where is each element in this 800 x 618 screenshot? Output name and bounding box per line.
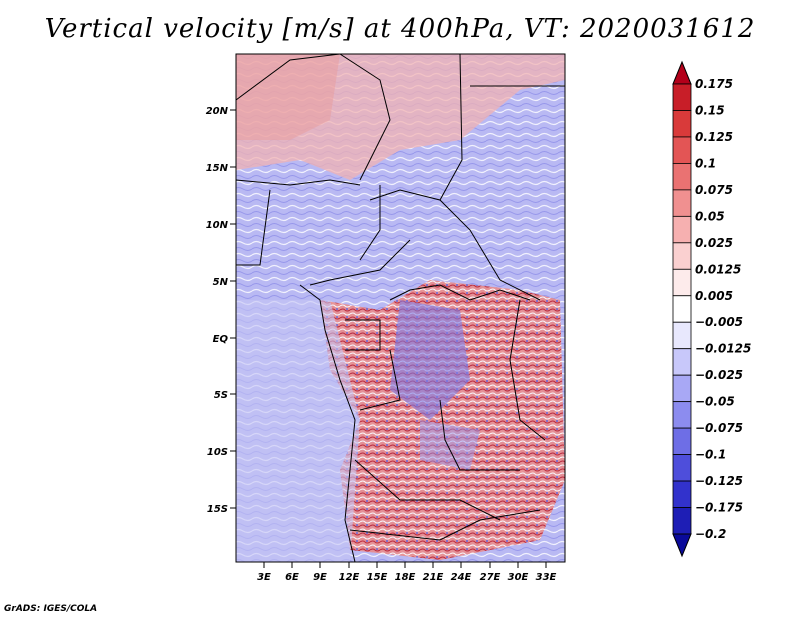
colorbar-label: 0.005 [695, 289, 733, 303]
colorbar-label: 0.025 [695, 236, 733, 250]
colorbar-label: 0.05 [695, 209, 725, 223]
lat-label-5s: 5S [214, 390, 228, 401]
lat-label-5n: 5N [213, 277, 229, 288]
latitude-axis: 20N 15N 10N 5N EQ 5S 10S 15S [206, 106, 236, 515]
colorbar-cell [672, 348, 692, 376]
colorbar-label: −0.05 [695, 395, 735, 409]
colorbar-label: −0.025 [695, 368, 743, 382]
colorbar-label: −0.005 [695, 315, 743, 329]
colorbar-cell [672, 321, 692, 350]
colorbar-cell [672, 136, 692, 164]
colorbar-cell [672, 427, 692, 455]
lon-label-3e: 3E [257, 572, 271, 583]
grads-credit: GrADS: IGES/COLA [4, 604, 98, 614]
colorbar-cell [672, 110, 692, 138]
lon-label-27e: 27E [480, 572, 501, 583]
lon-label-9e: 9E [313, 572, 327, 583]
colorbar-cell [672, 295, 692, 323]
colorbar-label: 0.175 [695, 77, 733, 91]
colorbar-cell [672, 215, 692, 244]
lat-label-eq: EQ [213, 334, 229, 345]
vertical-velocity-field [236, 54, 565, 562]
colorbar-cell [672, 507, 692, 535]
lon-label-21e: 21E [423, 572, 444, 583]
lon-label-18e: 18E [395, 572, 416, 583]
colorbar-label: 0.1 [695, 156, 716, 170]
colorbar-label: −0.0125 [695, 342, 751, 356]
map-frame [235, 53, 566, 563]
lon-label-24e: 24E [451, 572, 472, 583]
colorbar-cell [672, 189, 692, 217]
colorbar-top-arrow [672, 60, 692, 85]
lon-label-15e: 15E [367, 572, 388, 583]
colorbar-label: −0.1 [695, 448, 726, 462]
longitude-axis: 3E 6E 9E 12E 15E 18E 21E 24E 27E 30E 33E [257, 562, 557, 583]
colorbar: 0.175 0.15 0.125 0.1 0.075 0.05 0.025 0.0125 0.0… [672, 60, 751, 558]
lon-label-33e: 33E [536, 572, 557, 583]
lon-label-30e: 30E [508, 572, 529, 583]
colorbar-label: 0.15 [695, 103, 725, 117]
colorbar-label: 0.075 [695, 183, 733, 197]
lat-label-15s: 15S [207, 504, 228, 515]
colorbar-label: −0.2 [695, 527, 726, 541]
colorbar-cell [672, 268, 692, 297]
colorbar-cell [672, 163, 692, 191]
colorbar-label: 0.0125 [695, 262, 741, 276]
lat-label-15n: 15N [206, 163, 229, 174]
lat-label-10n: 10N [206, 220, 229, 231]
colorbar-label: −0.175 [695, 501, 743, 515]
colorbar-label: −0.075 [695, 421, 743, 435]
colorbar-cell [672, 454, 692, 482]
colorbar-cell [672, 83, 692, 111]
lon-label-6e: 6E [285, 572, 299, 583]
country-borders [236, 54, 565, 562]
colorbar-label: 0.125 [695, 130, 733, 144]
page-title: Vertical velocity [m/s] at 400hPa, VT: 2… [44, 14, 756, 44]
colorbar-cell [672, 374, 692, 403]
lat-label-20n: 20N [206, 106, 229, 117]
colorbar-bottom-arrow [672, 533, 692, 558]
lon-label-12e: 12E [339, 572, 360, 583]
lat-label-10s: 10S [207, 447, 228, 458]
colorbar-cell [672, 401, 692, 429]
colorbar-cell [672, 480, 692, 508]
colorbar-cell [672, 242, 692, 270]
colorbar-label: −0.125 [695, 474, 743, 488]
